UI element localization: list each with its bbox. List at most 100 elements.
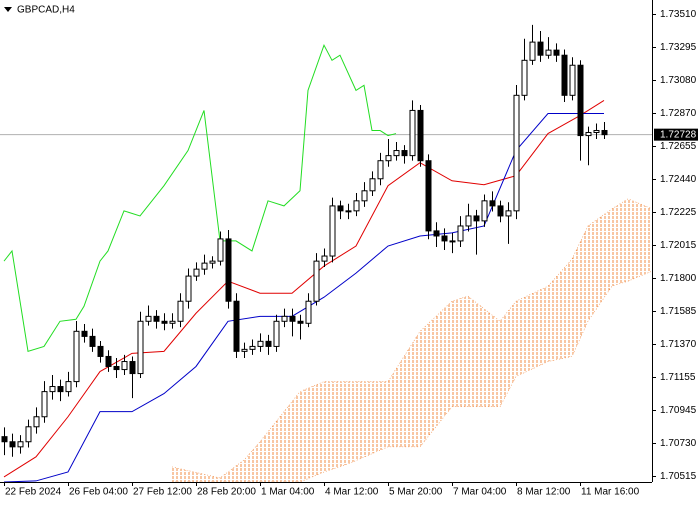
- candle-body: [265, 340, 272, 347]
- candle-body: [81, 330, 88, 337]
- candle-body: [289, 315, 296, 322]
- candle-body: [161, 320, 168, 324]
- candle-body: [409, 109, 416, 157]
- candle-body: [433, 230, 440, 237]
- candle-body: [105, 355, 112, 367]
- candle-body: [321, 255, 328, 262]
- candle-body: [185, 275, 192, 302]
- candle-body: [177, 300, 184, 322]
- candle-body: [129, 361, 136, 375]
- last-price-tag: 1.72728: [654, 128, 698, 141]
- ichimoku-cloud: [172, 198, 652, 482]
- candle-body: [537, 41, 544, 56]
- y-tick-label: 1.73510: [660, 9, 697, 20]
- candle-body: [73, 330, 80, 383]
- candle-body: [385, 155, 392, 162]
- candle-body: [345, 210, 352, 213]
- candle-body: [89, 335, 96, 347]
- candle-body: [137, 320, 144, 375]
- x-tick-label: 4 Mar 12:00: [325, 487, 379, 498]
- candle-body: [305, 300, 312, 324]
- x-tick-label: 28 Feb 20:00: [197, 487, 256, 498]
- candle-body: [505, 210, 512, 217]
- x-tick-label: 7 Mar 04:00: [453, 487, 507, 498]
- candle-body: [241, 348, 248, 352]
- candle-body: [553, 49, 560, 56]
- axes: 1.73510 1.73295 1.73080 1.72870 1.72655 1.724…: [4, 9, 698, 498]
- candle-body: [225, 238, 232, 302]
- candle-body: [353, 200, 360, 212]
- y-tick-label: 1.72440: [660, 174, 697, 185]
- candle-body: [41, 391, 48, 418]
- candle-body: [497, 205, 504, 217]
- candle-body: [25, 426, 32, 443]
- y-tick-label: 1.72015: [660, 240, 697, 251]
- candle-body: [1, 436, 8, 443]
- candle-body: [297, 320, 304, 324]
- candle-body: [521, 59, 528, 96]
- candle-body: [193, 268, 200, 277]
- y-tick-label: 1.72870: [660, 108, 697, 119]
- candle-body: [577, 64, 584, 137]
- candle-body: [601, 129, 608, 136]
- candle-body: [425, 160, 432, 232]
- y-tick-label: 1.71155: [660, 372, 696, 383]
- candle-body: [393, 150, 400, 157]
- candle-body: [121, 361, 128, 371]
- candle-body: [489, 200, 496, 207]
- x-tick-label: 26 Feb 04:00: [69, 487, 128, 498]
- candle-body: [281, 315, 288, 322]
- candle-body: [233, 300, 240, 352]
- candle-body: [329, 205, 336, 257]
- plot-area: [0, 24, 652, 482]
- x-tick-label: 27 Feb 12:00: [133, 487, 192, 498]
- y-tick-label: 1.71800: [660, 273, 697, 284]
- last-price-box: [654, 128, 698, 141]
- y-tick-label: 1.73295: [660, 42, 697, 53]
- candle-body: [481, 200, 488, 222]
- cloud-edge: [171, 198, 652, 479]
- candle-body: [473, 215, 480, 222]
- candle-body: [209, 260, 216, 264]
- candle-body: [17, 441, 24, 448]
- candle-body: [465, 215, 472, 227]
- menu-arrow[interactable]: [4, 7, 12, 12]
- last-price-label: 1.72728: [660, 129, 697, 140]
- candle-body: [529, 41, 536, 61]
- candle-body: [377, 160, 384, 180]
- candle-body: [401, 150, 408, 157]
- x-tick-label: 8 Mar 12:00: [517, 487, 571, 498]
- candle-body: [49, 386, 56, 393]
- candle-body: [273, 320, 280, 347]
- y-tick-label: 1.70730: [660, 438, 697, 449]
- chart-title: GBPCAD,H4: [17, 5, 75, 16]
- candle-body: [65, 381, 72, 393]
- candle-body: [593, 129, 600, 133]
- x-tick-label: 5 Mar 20:00: [389, 487, 443, 498]
- candle-body: [337, 205, 344, 212]
- candle-body: [201, 262, 208, 270]
- candle-body: [561, 54, 568, 96]
- candle-body: [57, 386, 64, 393]
- indicator-line: [3, 99, 605, 478]
- x-tick-label: 11 Mar 16:00: [581, 487, 640, 498]
- candle-body: [449, 240, 456, 243]
- candle-body: [369, 178, 376, 192]
- candle-body: [249, 345, 256, 350]
- y-tick-label: 1.73080: [660, 75, 697, 86]
- y-tick-label: 1.71585: [660, 306, 697, 317]
- candle-body: [585, 131, 592, 137]
- candle-body: [313, 260, 320, 302]
- y-tick-label: 1.72225: [660, 207, 697, 218]
- candle-body: [97, 345, 104, 357]
- candle-body: [513, 94, 520, 212]
- x-tick-label: 22 Feb 2024: [5, 487, 62, 498]
- x-tick-label: 1 Mar 04:00: [261, 487, 315, 498]
- candle-body: [361, 190, 368, 202]
- candle-body: [33, 416, 40, 428]
- y-tick-label: 1.70945: [660, 405, 697, 416]
- candle-body: [457, 225, 464, 242]
- candle-body: [169, 320, 176, 324]
